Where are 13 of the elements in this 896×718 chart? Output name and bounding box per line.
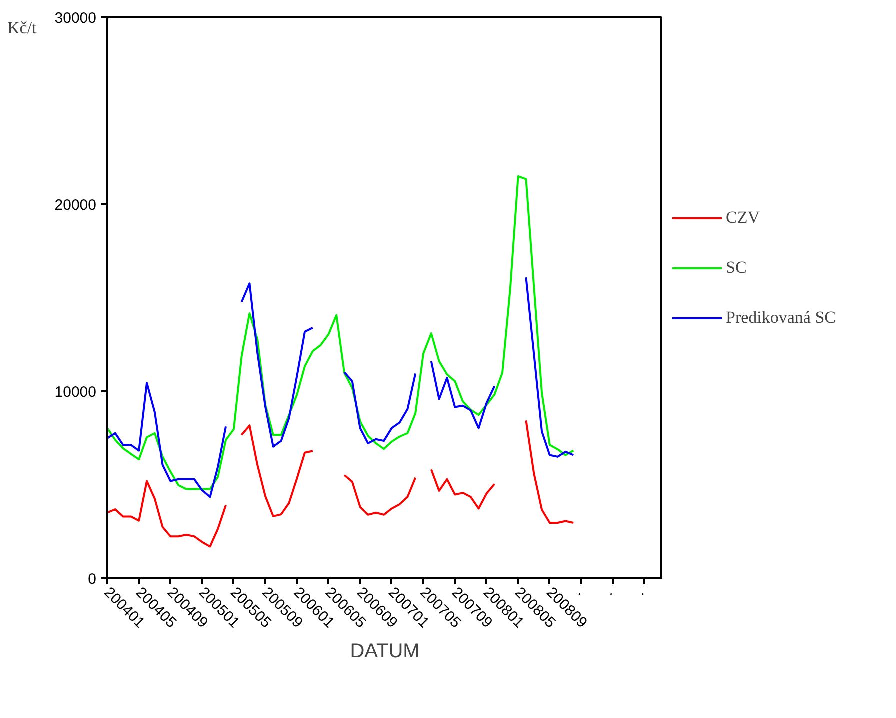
x-tick-label: . [574,584,590,600]
line-series [108,175,575,490]
y-tick-label: 0 [88,571,96,588]
y-tick-label: 10000 [54,384,97,401]
y-tick-label: 20000 [54,197,97,214]
x-axis-title: DATUM [350,640,420,663]
y-tick-label: 30000 [54,10,97,27]
x-tick-label: . [606,584,622,600]
legend-label: CZV [726,208,760,228]
y-axis-title: Kč/t [8,18,38,38]
legend-label: Predikovaná SC [726,308,836,328]
legend-label: SC [726,258,747,278]
x-tick-label: . [638,584,653,600]
